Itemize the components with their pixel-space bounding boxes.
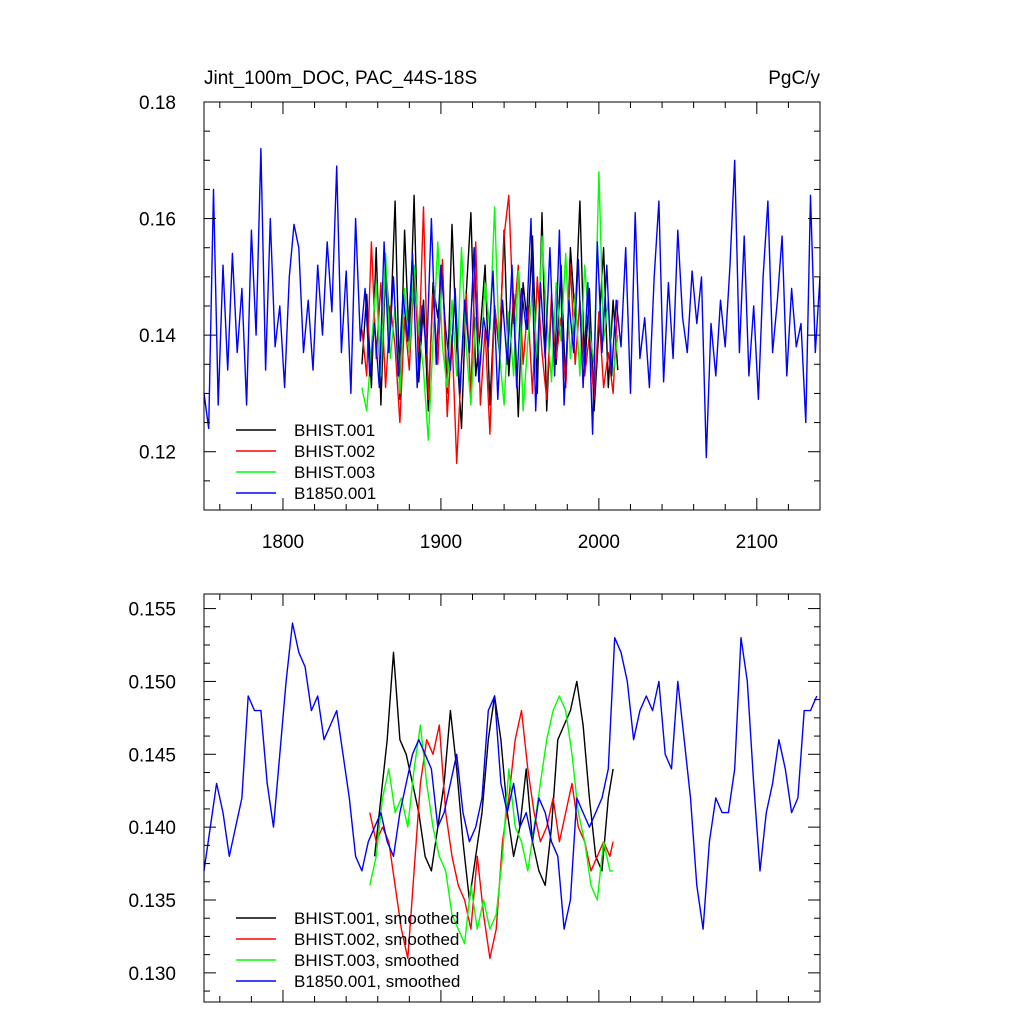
- y-tick-label: 0.18: [139, 93, 176, 114]
- series-line-2: [369, 709, 614, 959]
- legend-label: B1850.001: [294, 484, 376, 503]
- legend-label: BHIST.003, smoothed: [294, 951, 459, 970]
- y-tick-label: 0.140: [128, 818, 176, 839]
- y-tick-label: 0.145: [128, 745, 176, 766]
- legend-label: B1850.001, smoothed: [294, 972, 460, 991]
- series-line-4: [203, 622, 818, 930]
- legend: BHIST.001, smoothed BHIST.002, smoothed BH…: [236, 909, 460, 991]
- legend-label: BHIST.002, smoothed: [294, 930, 459, 949]
- legend-label: BHIST.001: [294, 421, 375, 440]
- plot-frame: [203, 593, 821, 1003]
- bottom-panel: 0.130 0.135 0.140 0.145 0.150 0.155 BHIST.001…: [128, 593, 821, 1003]
- axis-ticks: 0.130 0.135 0.140 0.145 0.150 0.155: [128, 594, 821, 1002]
- x-tick-label: 1800: [262, 532, 304, 553]
- series-line-4: [203, 147, 821, 459]
- y-tick-label: 0.16: [139, 210, 176, 231]
- y-tick-label: 0.155: [128, 600, 176, 621]
- y-tick-label: 0.12: [139, 443, 176, 464]
- axis-ticks: 1800 1900 2000 2100 0.12 0.14 0.16 0.18: [139, 93, 821, 553]
- legend-label: BHIST.003: [294, 463, 375, 482]
- legend-label: BHIST.001, smoothed: [294, 909, 459, 928]
- y-tick-label: 0.14: [139, 326, 176, 347]
- x-tick-label: 1900: [420, 532, 462, 553]
- series-line-2: [361, 194, 619, 465]
- units-label: PgC/y: [768, 68, 820, 89]
- y-tick-label: 0.135: [128, 891, 176, 912]
- y-tick-label: 0.130: [128, 964, 176, 985]
- series-layer: [203, 147, 821, 465]
- series-layer: [203, 622, 818, 959]
- top-panel: Jint_100m_DOC, PAC_44S-18S PgC/y 1800 190…: [139, 68, 821, 553]
- series-line-3: [369, 695, 614, 945]
- plot-frame: [203, 101, 821, 511]
- legend: BHIST.001 BHIST.002 BHIST.003 B1850.001: [236, 421, 376, 503]
- y-tick-label: 0.150: [128, 672, 176, 693]
- x-tick-label: 2000: [578, 532, 620, 553]
- chart-title: Jint_100m_DOC, PAC_44S-18S: [204, 68, 477, 89]
- legend-label: BHIST.002: [294, 442, 375, 461]
- series-line-1: [373, 651, 614, 901]
- x-tick-label: 2100: [736, 532, 778, 553]
